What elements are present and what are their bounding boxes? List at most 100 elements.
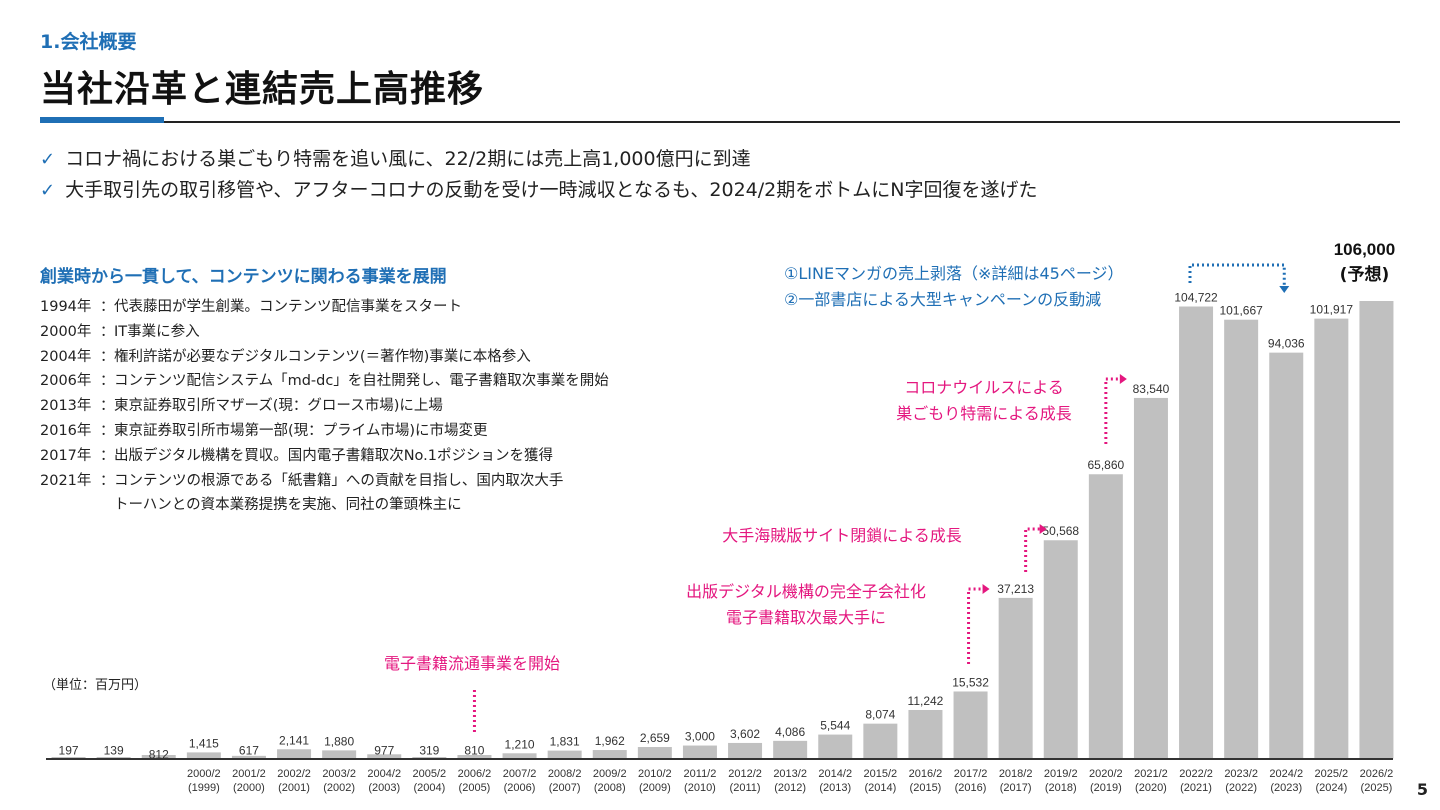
tick-label: (2014) (864, 782, 896, 794)
bullet-text: コロナ禍における巣ごもり特需を追い風に、22/2期には売上高1,000億円に到達 (65, 148, 751, 170)
tick-label: (2025) (1361, 782, 1393, 794)
tick-label: (2011) (730, 782, 761, 794)
history-text: コンテンツ配信システム「md-dc」を自社開発し、電子書籍取次事業を開始 (114, 373, 609, 390)
data-label: 197 (59, 744, 79, 758)
history-heading: 創業時から一貫して、コンテンツに関わる事業を展開 (40, 267, 447, 287)
tick-label: (2016) (955, 782, 987, 794)
tick-label: 2007/2 (503, 768, 537, 780)
history-item: 2006年 ：コンテンツ配信システム「md-dc」を自社開発し、電子書籍取次事業を… (40, 369, 609, 394)
bullet-text: 大手取引先の取引移管や、アフターコロナの反動を受け一時減収となるも、2024/2… (65, 179, 1038, 201)
history-year: 1994年 (40, 299, 92, 315)
tick-label: (2002) (323, 782, 355, 794)
data-label: 617 (239, 744, 259, 758)
page-title: 当社沿革と連結売上高推移 (40, 69, 485, 110)
tick-label: 2006/2 (458, 768, 492, 780)
data-label: 5,544 (820, 719, 850, 733)
bar (953, 691, 988, 759)
tick-label: (2005) (459, 782, 491, 794)
tick-label: 2002/2 (277, 768, 311, 780)
annotation-arrow (1279, 286, 1290, 293)
data-label: 319 (419, 744, 439, 758)
tick-label: 2008/2 (548, 768, 582, 780)
tick-label: (2012) (774, 782, 806, 794)
tick-label: (2007) (549, 782, 581, 794)
history-year: 2017年 (40, 447, 92, 464)
tick-label: 2014/2 (818, 768, 852, 780)
tick-label: 2020/2 (1089, 768, 1123, 780)
data-label: 65,860 (1087, 458, 1124, 472)
data-label: 15,532 (952, 675, 989, 689)
check-icon: ✓ (40, 149, 56, 170)
history-colon: ： (100, 447, 115, 464)
data-label: 83,540 (1133, 382, 1170, 396)
tick-label: 2001/2 (232, 768, 266, 780)
annotation-text: 電子書籍取次最大手に (726, 608, 886, 627)
tick-label: (2021) (1180, 782, 1212, 794)
tick-label: (2013) (819, 782, 851, 794)
annotation-connector (1188, 263, 1286, 285)
tick-label: 2019/2 (1044, 768, 1078, 780)
summary-bullet: ✓ コロナ禍における巣ごもり特需を追い風に、22/2期には売上高1,000億円に到… (40, 144, 1037, 175)
tick-label: (2009) (639, 782, 671, 794)
tick-label: 2013/2 (773, 768, 807, 780)
title-divider (164, 121, 1400, 123)
bar (1269, 352, 1304, 759)
tick-label: (2001) (278, 782, 310, 794)
tick-label: 2026/2 (1360, 768, 1394, 780)
history-colon: ： (100, 472, 115, 489)
history-text: 東京証券取引所市場第一部(現：プライム市場)に市場変更 (114, 422, 488, 439)
bar (502, 753, 537, 759)
history-colon: ： (100, 348, 115, 365)
history-year: 2021年 (40, 472, 92, 489)
history-text: 東京証券取引所マザーズ(現：グロース市場)に上場 (114, 398, 443, 415)
tick-label: 2009/2 (593, 768, 627, 780)
bar (637, 747, 672, 759)
tick-label: (2024) (1315, 782, 1347, 794)
bar (322, 750, 357, 759)
bar (773, 740, 808, 759)
annotation-arrow (1039, 524, 1047, 534)
bar (457, 755, 492, 759)
data-label: 3,000 (685, 730, 715, 744)
history-colon: ： (100, 398, 115, 415)
history-year: 2000年 (40, 323, 92, 340)
summary-bullets: ✓ コロナ禍における巣ごもり特需を追い風に、22/2期には売上高1,000億円に到… (40, 144, 1037, 206)
history-colon: ： (100, 323, 115, 340)
data-label: 1,831 (550, 735, 580, 749)
summary-bullet: ✓ 大手取引先の取引移管や、アフターコロナの反動を受け一時減収となるも、2024/… (40, 175, 1037, 206)
bar (1314, 318, 1349, 759)
data-label: 977 (374, 744, 394, 758)
bar (231, 755, 266, 759)
annotation-text: 巣ごもり特需による成長 (896, 404, 1072, 423)
bar (51, 757, 86, 759)
data-label: 37,213 (997, 582, 1034, 596)
bar (367, 754, 402, 759)
tick-label: (2010) (684, 782, 716, 794)
tick-label: (2020) (1135, 782, 1167, 794)
history-item: 2004年 ：権利許諾が必要なデジタルコンテンツ(＝著作物)事業に本格参入 (40, 345, 609, 370)
tick-label: (2017) (1000, 782, 1032, 794)
tick-label: 2018/2 (999, 768, 1033, 780)
bar (592, 750, 627, 759)
bar (682, 745, 717, 759)
bar (277, 749, 312, 759)
data-label: 8,074 (865, 708, 895, 722)
check-icon: ✓ (40, 180, 56, 201)
company-history: 創業時から一貫して、コンテンツに関わる事業を展開 1994年 ： 代表藤田が学生創業… (40, 262, 609, 518)
annotation-arrow (1119, 374, 1127, 384)
annotation-arrow (982, 584, 990, 594)
tick-label: (2008) (594, 782, 626, 794)
tick-label: 2004/2 (367, 768, 401, 780)
bar (863, 723, 898, 759)
data-label: 4,086 (775, 725, 805, 739)
history-item: 2016年 ：東京証券取引所市場第一部(現：プライム市場)に市場変更 (40, 419, 609, 444)
data-label: 1,210 (505, 737, 535, 751)
history-year: 2013年 (40, 398, 92, 415)
history-text: 代表藤田が学生創業。コンテンツ配信事業をスタート (114, 299, 462, 315)
tick-label: 2025/2 (1315, 768, 1349, 780)
data-label: 1,880 (324, 734, 354, 748)
tick-label: 2010/2 (638, 768, 672, 780)
data-label: 94,036 (1268, 337, 1305, 351)
bar (412, 757, 447, 759)
